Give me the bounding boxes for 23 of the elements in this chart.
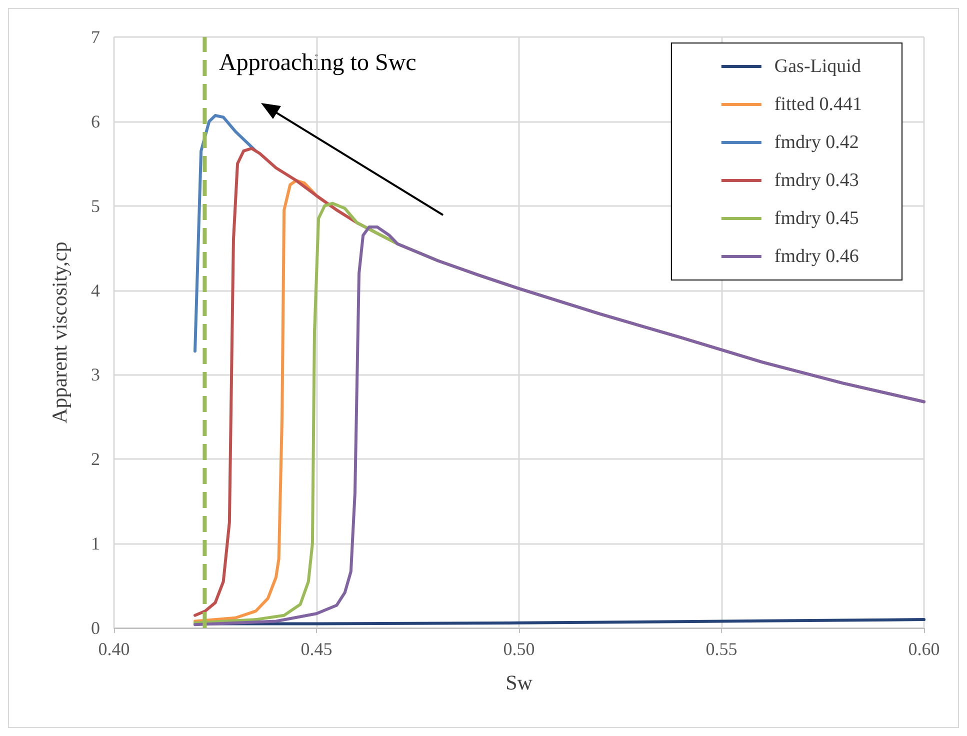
legend-label: Gas-Liquid (774, 56, 862, 77)
legend-label: fitted 0.441 (774, 94, 862, 115)
legend-label: fmdry 0.45 (774, 208, 859, 229)
x-tick-label: 0.40 (98, 639, 130, 659)
x-tick-label: 0.55 (706, 639, 738, 659)
x-tick-label: 0.50 (503, 639, 535, 659)
x-tick-label: 0.60 (908, 639, 940, 659)
y-tick-label: 4 (91, 280, 100, 300)
x-tick-label: 0.45 (300, 639, 332, 659)
y-tick-label: 0 (91, 618, 100, 638)
line-series (194, 114, 258, 353)
legend-label: fmdry 0.46 (774, 246, 859, 267)
legend-label: fmdry 0.42 (774, 132, 859, 153)
x-axis-title: Sw (506, 670, 534, 694)
annotation: Approaching to Swc (219, 50, 416, 76)
y-tick-label: 2 (91, 449, 100, 470)
y-tick-label: 5 (91, 196, 100, 216)
y-tick-label: 3 (91, 364, 100, 385)
y-tick-label: 6 (91, 111, 100, 132)
y-tick-label: 7 (91, 27, 100, 47)
y-axis-title: Apparent viscosity,cp (48, 242, 72, 424)
legend-label: fmdry 0.43 (774, 170, 859, 191)
y-tick-label: 1 (91, 534, 100, 554)
